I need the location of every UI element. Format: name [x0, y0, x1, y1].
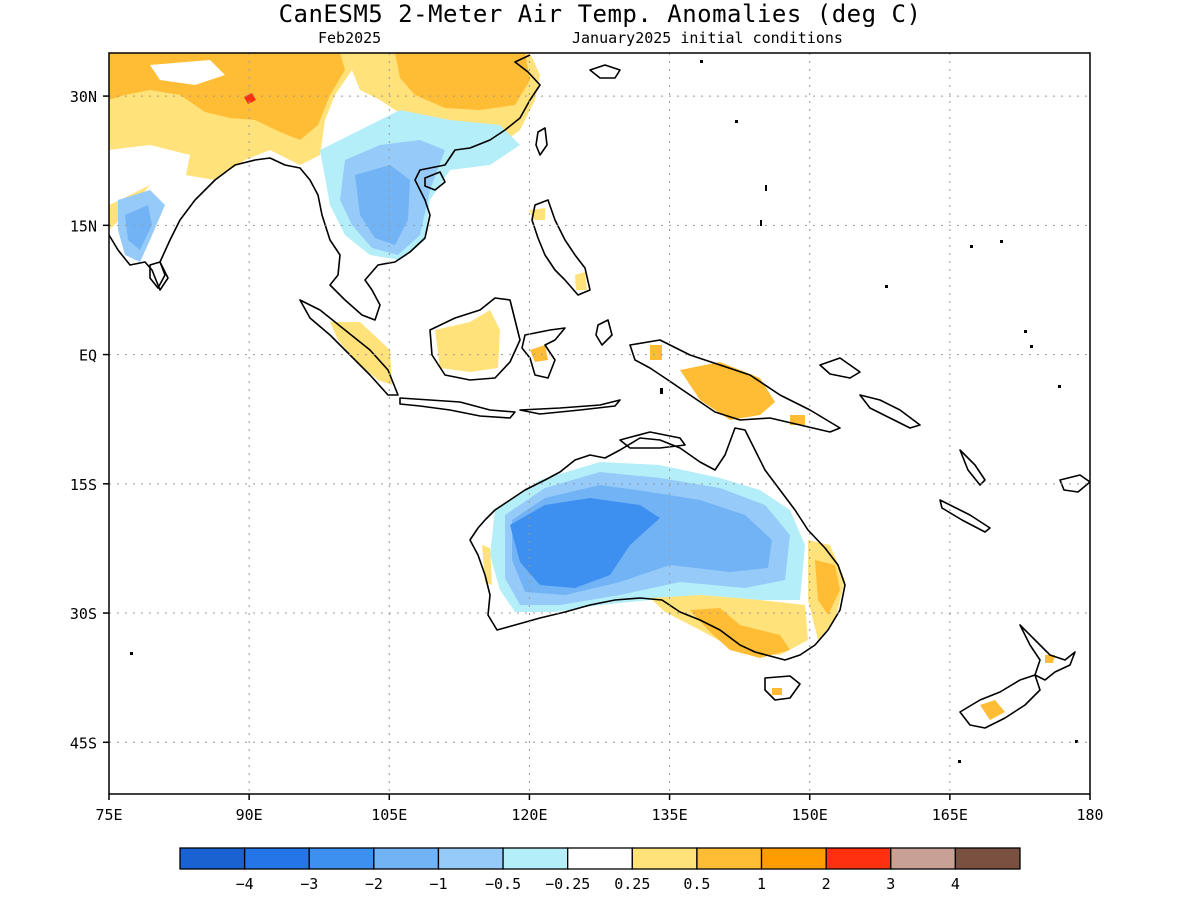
shade-newguinea-warm [680, 362, 775, 420]
coast-timor [619, 431, 686, 449]
lat-tick-label: 15S [70, 476, 97, 494]
coast-nz-south [959, 674, 1041, 729]
legend-swatch [437, 847, 504, 870]
lat-tick-label: 30S [70, 605, 97, 623]
legend-label: −3 [300, 875, 318, 893]
coast-sumatra [299, 299, 399, 396]
legend-label: −0.5 [485, 875, 521, 893]
legend-label: 3 [886, 875, 895, 893]
shade-india-white [109, 145, 190, 205]
coast-sulawesi [521, 327, 566, 379]
legend-swatch [373, 847, 440, 870]
lat-tick-label: 30N [70, 88, 97, 106]
lon-tick-label: 150E [792, 806, 828, 824]
coast-java [399, 397, 516, 419]
shade-borneo-warm [435, 310, 500, 372]
shade-nz-warm-2 [1045, 655, 1055, 663]
legend-swatch [567, 847, 633, 870]
coast-fiji [1059, 474, 1090, 493]
shade-seasia-cool-2 [355, 165, 410, 245]
legend-swatch [243, 847, 310, 870]
shade-india-cool-2 [125, 205, 152, 250]
legend-swatch [631, 847, 698, 870]
legend-label: −1 [429, 875, 447, 893]
coast-australia [469, 427, 846, 661]
shade-australia-east-orange [815, 560, 840, 615]
legend-swatch [308, 847, 375, 870]
coast-halmahera [595, 319, 613, 346]
lat-tick-label: 45S [70, 734, 97, 752]
shade-sulawesi-warm [530, 345, 548, 362]
valid-month-label: Feb2025 [318, 29, 382, 47]
lat-tick-label: EQ [79, 347, 97, 365]
coast-asia-mainland [109, 54, 541, 321]
coast-sri-lanka [149, 261, 166, 289]
legend-swatch [696, 847, 763, 870]
coast-tasmania [764, 675, 801, 701]
lon-tick-label: 180 [1076, 806, 1103, 824]
shade-tibet-white [150, 60, 225, 85]
coast-japan-south [589, 64, 621, 79]
shade-china-orange [395, 53, 530, 110]
lon-tick-label: 105E [371, 806, 407, 824]
legend-swatch [760, 847, 827, 870]
chart-title: CanESM5 2-Meter Air Temp. Anomalies (deg… [278, 0, 922, 28]
coast-solomons [859, 394, 921, 429]
graticule [108, 53, 1091, 794]
coast-new-guinea [629, 339, 841, 433]
small-islands [130, 60, 1078, 763]
lon-tick-label: 135E [652, 806, 688, 824]
legend-label: 0.25 [614, 875, 650, 893]
coast-philippines [531, 199, 591, 296]
lon-tick-label: 120E [511, 806, 547, 824]
shade-newguinea-warm-2 [650, 345, 662, 360]
lon-tick-label: 165E [932, 806, 968, 824]
legend-label: 4 [951, 875, 960, 893]
coast-taiwan [535, 127, 548, 156]
axis-ticks: 30N 15N EQ 15S 30S 45S 75E 90E 105E 120E 135E 150E 1… [70, 88, 1104, 824]
lon-tick-label: 90E [236, 806, 263, 824]
coastlines [109, 54, 1090, 729]
legend-swatch [825, 847, 892, 870]
shade-tasmania-warm [772, 688, 782, 695]
coast-lesser-sunda [519, 399, 621, 415]
shade-australia-se-orange [690, 608, 790, 658]
shade-philippines-warm-2 [575, 272, 587, 290]
legend-label: −0.25 [545, 875, 590, 893]
legend-swatch [954, 847, 1021, 870]
coast-hainan [424, 171, 446, 191]
lon-tick-label: 75E [95, 806, 122, 824]
coast-borneo [429, 297, 521, 381]
shade-nz-warm [980, 700, 1005, 720]
anomaly-shading [109, 53, 1055, 720]
shade-sumatra-warm [330, 322, 392, 385]
coast-nz-north [1019, 624, 1076, 681]
legend-label: 1 [757, 875, 766, 893]
legend-swatch [890, 847, 957, 870]
legend-label: 2 [822, 875, 831, 893]
lat-tick-label: 15N [70, 217, 97, 235]
legend-label: −4 [236, 875, 254, 893]
plot-frame [108, 52, 1091, 795]
shade-newguinea-warm-3 [790, 415, 805, 425]
color-legend: −4 −3 −2 −1 −0.5 −0.25 0.25 0.5 1 2 3 4 [179, 847, 1021, 893]
coast-new-britain [819, 357, 861, 379]
shade-australia-cool-3 [510, 498, 660, 588]
initial-conditions-label: January2025 initial conditions [572, 29, 843, 47]
legend-swatch [179, 847, 246, 870]
coast-vanuatu [959, 449, 986, 486]
coast-new-caledonia [939, 499, 991, 533]
legend-label: −2 [365, 875, 383, 893]
legend-swatch [502, 847, 569, 870]
legend-label: 0.5 [683, 875, 710, 893]
